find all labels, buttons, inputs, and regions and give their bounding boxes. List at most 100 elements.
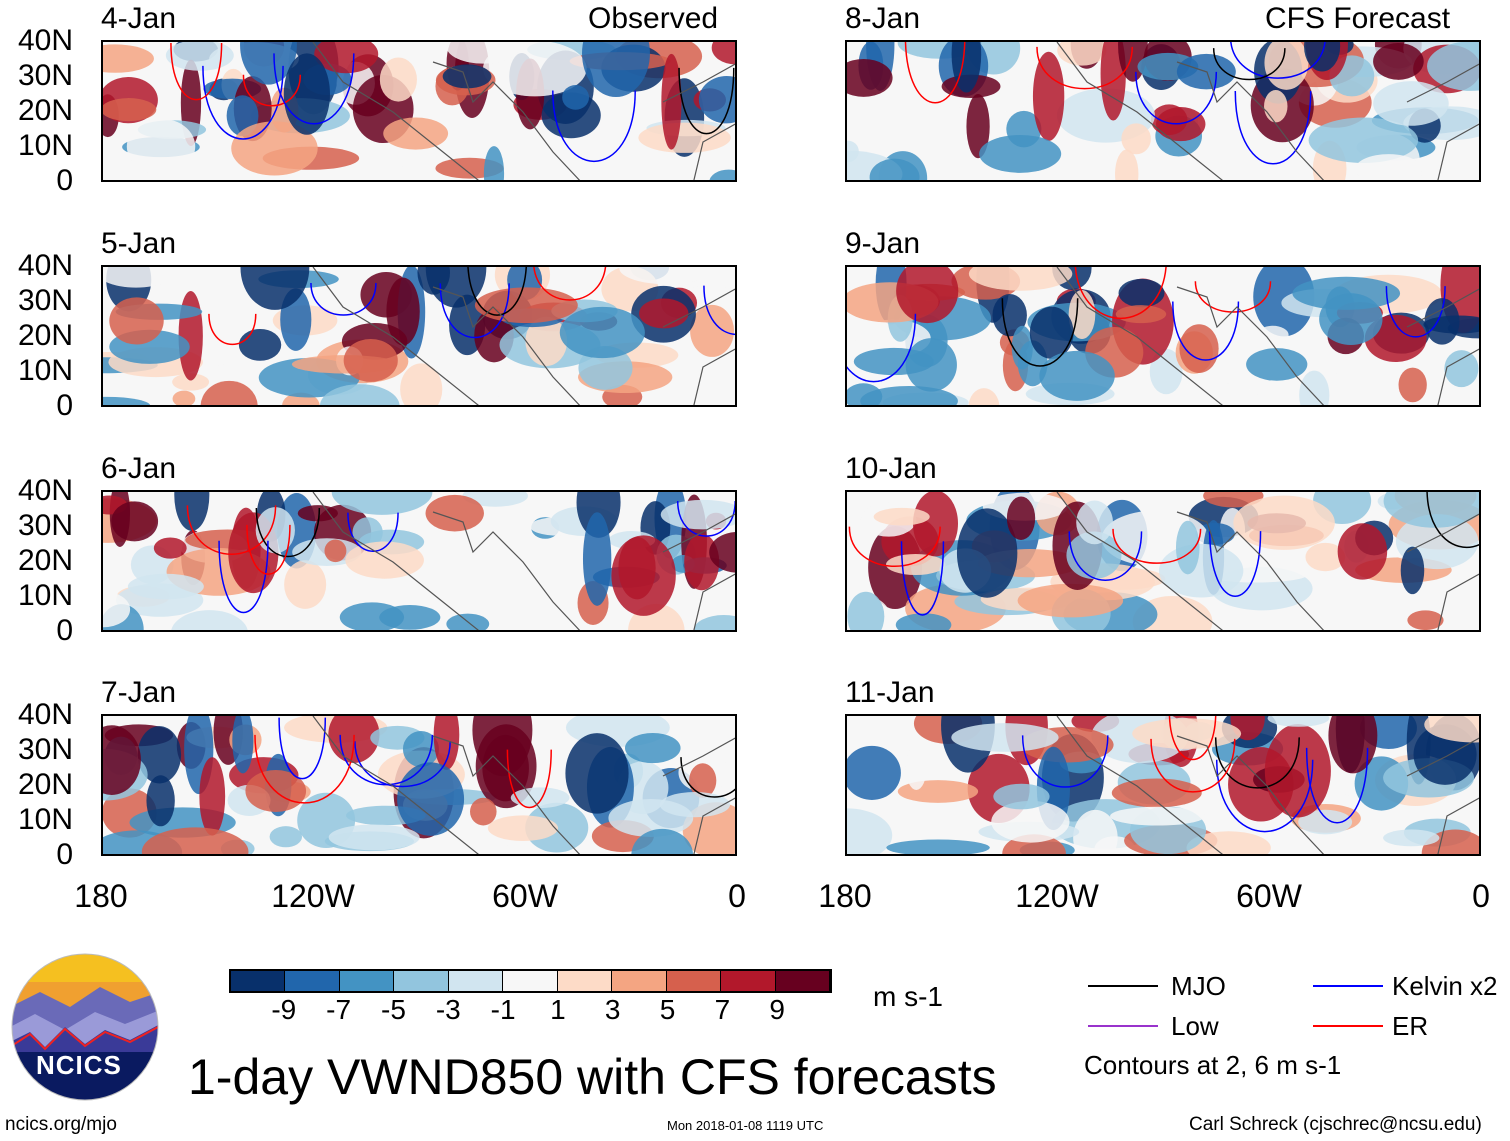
- wind-anomaly-blob: [896, 267, 959, 324]
- wave-contour: [533, 267, 606, 301]
- wind-anomaly-blob: [869, 158, 920, 180]
- wind-anomaly-blob: [1400, 546, 1425, 595]
- er-line-swatch: [1313, 1025, 1383, 1027]
- wind-anomaly-blob: [1118, 278, 1165, 308]
- lat-label: 0: [56, 838, 73, 871]
- ncics-logo: [11, 953, 159, 1101]
- wind-anomaly-blob: [1111, 778, 1202, 808]
- wind-anomaly-blob: [1264, 89, 1288, 123]
- wind-anomaly-blob: [487, 815, 559, 841]
- wind-anomaly-blob: [991, 800, 1070, 843]
- wave-contour: [1426, 492, 1479, 549]
- colorbar-tick-label: -5: [381, 994, 406, 1025]
- lat-label: 10N: [17, 354, 73, 387]
- wind-anomaly-blob: [510, 787, 570, 809]
- wind-anomaly-blob: [141, 827, 249, 854]
- wind-anomaly-blob: [1383, 492, 1479, 528]
- wind-anomaly-blob: [328, 824, 420, 851]
- wind-anomaly-blob: [425, 494, 484, 532]
- wind-anomaly-blob: [232, 716, 254, 774]
- colorbar-tick-label: -1: [490, 994, 516, 1025]
- wave-contour: [255, 508, 321, 558]
- wind-anomaly-blob: [1407, 610, 1444, 630]
- lat-label: 20N: [17, 544, 73, 577]
- wind-anomaly-blob: [1427, 42, 1479, 91]
- wave-contour: [310, 283, 377, 316]
- wind-anomaly-blob: [582, 42, 650, 98]
- colorbar-swatch: [503, 971, 558, 991]
- wind-anomaly-blob: [631, 828, 694, 854]
- lat-label: 30N: [17, 284, 73, 317]
- wind-anomaly-blob: [847, 58, 893, 97]
- coastline: [1056, 492, 1479, 630]
- wind-anomaly-blob: [1304, 42, 1341, 72]
- wave-contour: [1215, 759, 1314, 833]
- wave-contour: [1212, 48, 1286, 81]
- wind-anomaly-blob: [966, 94, 990, 159]
- wave-contour: [678, 67, 735, 135]
- wind-anomaly-blob: [474, 287, 578, 324]
- wind-anomaly-blob: [979, 134, 1062, 173]
- colorbar-tick-label: -3: [435, 994, 461, 1025]
- panel-date: 9-Jan: [845, 227, 921, 260]
- wind-anomaly-blob: [565, 733, 629, 814]
- lat-label: 30N: [17, 733, 73, 766]
- wave-contour: [1214, 737, 1300, 789]
- colorbar-tick-label: 7: [714, 994, 731, 1025]
- coastline: [1056, 42, 1479, 180]
- wind-anomaly-blob: [618, 536, 656, 600]
- wind-anomaly-blob: [639, 298, 689, 329]
- wind-anomaly-blob: [562, 85, 590, 110]
- wave-contour: [347, 512, 399, 552]
- colorbar: [229, 969, 832, 993]
- panel-date: 4-Jan: [101, 2, 177, 35]
- wind-anomaly-blob: [1115, 305, 1167, 324]
- lon-label: 120W: [1015, 878, 1099, 914]
- kelvin-line-swatch: [1313, 985, 1383, 987]
- wind-anomaly-blob: [1299, 370, 1330, 405]
- wave-contour: [1021, 735, 1109, 788]
- colorbar-swatch: [721, 971, 776, 991]
- wind-anomaly-blob: [1115, 149, 1139, 180]
- wind-anomaly-blob: [400, 363, 443, 405]
- wind-anomaly-blob: [1373, 81, 1449, 126]
- panel-date: 6-Jan: [101, 452, 177, 485]
- wave-contour: [278, 717, 327, 780]
- wind-anomaly-blob: [231, 121, 318, 176]
- wind-anomaly-blob: [624, 733, 681, 764]
- colorbar-swatch: [231, 971, 286, 991]
- coastline: [312, 267, 735, 405]
- wave-contour: [1230, 42, 1326, 79]
- wind-anomaly-blob: [1267, 716, 1330, 727]
- wind-anomaly-blob: [1424, 716, 1479, 743]
- wind-anomaly-blob: [661, 53, 682, 150]
- figure-title: 1-day VWND850 with CFS forecasts: [188, 1049, 997, 1105]
- lat-label: 0: [56, 389, 73, 422]
- wave-contour: [170, 42, 223, 101]
- wind-anomaly-blob: [885, 553, 946, 576]
- wind-anomaly-blob: [1398, 367, 1427, 403]
- wind-anomaly-blob: [470, 797, 497, 826]
- wind-anomaly-blob: [895, 613, 952, 630]
- panel-date: 8-Jan: [845, 2, 921, 35]
- wind-anomaly-blob: [1305, 542, 1346, 572]
- wind-anomaly-blob: [379, 57, 417, 102]
- footer-url[interactable]: ncics.org/mjo: [5, 1114, 117, 1135]
- colorbar-tick-label: -7: [326, 994, 352, 1025]
- wind-anomaly-blob: [178, 290, 203, 381]
- mjo-line-swatch: [1088, 985, 1158, 987]
- wind-anomaly-blob: [111, 501, 159, 542]
- wind-anomaly-blob: [993, 783, 1050, 810]
- wind-anomaly-blob: [165, 42, 234, 71]
- wind-anomaly-blob: [442, 64, 492, 89]
- wind-anomaly-blob: [690, 304, 735, 357]
- wind-anomaly-blob: [324, 539, 347, 563]
- wind-anomaly-blob: [103, 98, 157, 122]
- wind-anomaly-blob: [174, 492, 210, 531]
- colorbar-swatch: [448, 971, 504, 991]
- wind-anomaly-blob: [1308, 117, 1419, 163]
- wind-anomaly-blob: [1373, 42, 1424, 80]
- wind-anomaly-blob: [153, 537, 187, 559]
- wind-anomaly-blob: [137, 726, 182, 784]
